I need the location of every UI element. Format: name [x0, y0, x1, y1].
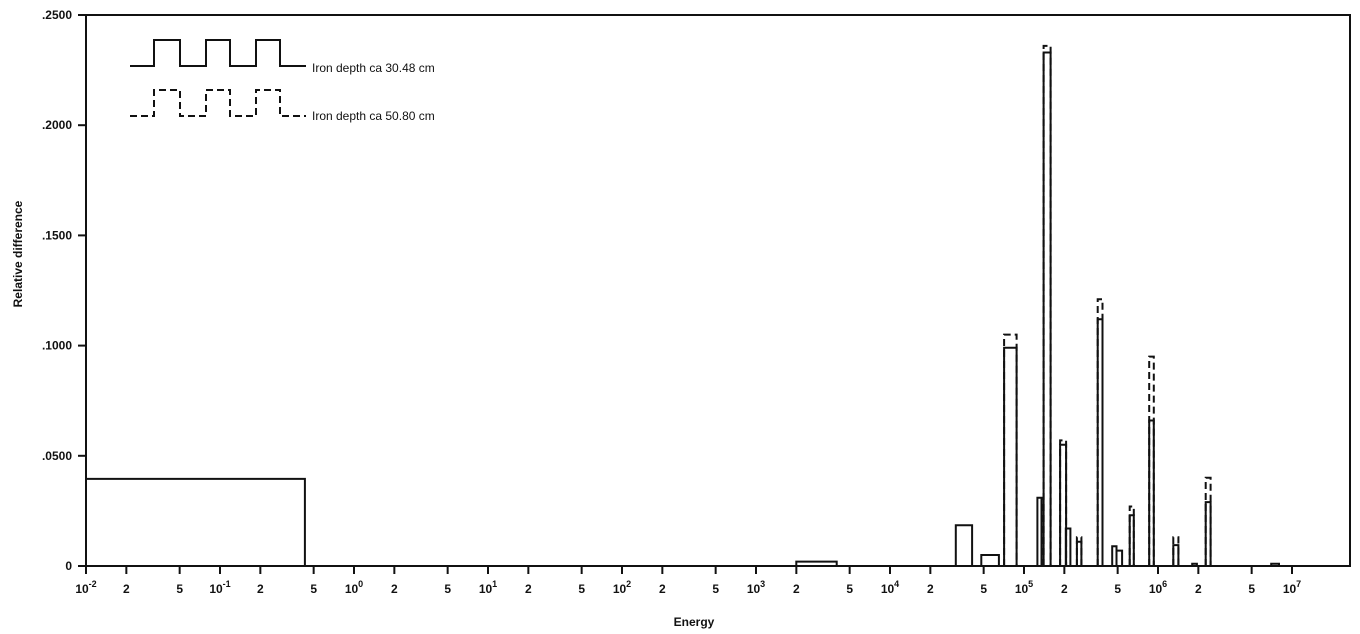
series-2-bin [1096, 298, 1104, 566]
series-2-bin [1042, 44, 1052, 566]
x-tick-label: 2 [123, 582, 130, 596]
series-2-bin [1204, 476, 1212, 566]
x-tick-label: 2 [257, 582, 264, 596]
series-1-bin [1191, 562, 1198, 566]
x-tick-label: 5 [176, 582, 183, 596]
series-1-bin [954, 524, 974, 566]
x-tick-label: 103 [747, 579, 765, 596]
x-tick-label: 100 [345, 579, 363, 596]
legend-label-series-2: Iron depth ca 50.80 cm [312, 109, 435, 123]
legend-dashed-swatch [130, 89, 306, 117]
series-1 [85, 51, 1280, 566]
series-2-bin [1003, 333, 1018, 566]
x-tick-label: 5 [310, 582, 317, 596]
x-tick-label: 2 [525, 582, 532, 596]
y-tick-label: .2500 [42, 8, 72, 22]
series-2-bin [1075, 536, 1083, 566]
series-layer [85, 44, 1280, 566]
x-axis-ticks: 10-2 2 5 10-1 2 5 100 2 5 101 2 5 102 2 5 103 2 5 104 2 5 105… [75, 566, 1301, 596]
series-2 [1003, 44, 1212, 566]
x-tick-label: 2 [793, 582, 800, 596]
series-1-bin [1115, 549, 1124, 566]
x-tick-label: 2 [659, 582, 666, 596]
y-tick-label: 0 [65, 559, 72, 573]
y-tick-label: .1500 [42, 228, 72, 242]
x-tick-label: 10-1 [209, 579, 230, 596]
x-tick-label: 5 [578, 582, 585, 596]
legend-solid-swatch [130, 39, 306, 67]
x-axis-title: Energy [674, 615, 715, 629]
x-tick-label: 105 [1015, 579, 1033, 596]
series-1-bin [980, 554, 1000, 566]
x-tick-label: 5 [1114, 582, 1121, 596]
x-tick-label: 5 [712, 582, 719, 596]
x-tick-label: 102 [613, 579, 631, 596]
x-tick-label: 2 [927, 582, 934, 596]
y-tick-label: .1000 [42, 339, 72, 353]
series-1-bin [1270, 562, 1280, 566]
plot-frame [85, 14, 1351, 567]
x-tick-label: 2 [1195, 582, 1202, 596]
x-tick-label: 5 [980, 582, 987, 596]
series-2-bin [1128, 505, 1135, 566]
x-tick-label: 104 [881, 579, 899, 596]
series-2-bin [1172, 536, 1180, 566]
x-tick-label: 5 [444, 582, 451, 596]
series-1-bin [795, 560, 838, 566]
x-tick-label: 5 [846, 582, 853, 596]
series-2-bin [1148, 355, 1155, 566]
x-tick-label: 2 [1061, 582, 1068, 596]
x-tick-label: 5 [1248, 582, 1255, 596]
y-axis-ticks: 0 .0500 .1000 .1500 .2000 .2500 [42, 8, 86, 573]
series-1-bin [1036, 496, 1043, 566]
x-tick-label: 106 [1149, 579, 1167, 596]
y-axis-title: Relative difference [11, 200, 25, 307]
series-1-bin [85, 477, 306, 566]
y-tick-label: .0500 [42, 449, 72, 463]
legend: Iron depth ca 30.48 cm Iron depth ca 50.… [130, 39, 435, 123]
legend-label-series-1: Iron depth ca 30.48 cm [312, 61, 435, 75]
x-tick-label: 107 [1283, 579, 1301, 596]
series-1-bin [1064, 527, 1072, 566]
series-1-bin [1042, 51, 1052, 566]
x-tick-label: 2 [391, 582, 398, 596]
y-tick-label: .2000 [42, 118, 72, 132]
x-tick-label: 101 [479, 579, 497, 596]
series-1-bin [1003, 346, 1018, 566]
series-1-bin [1172, 544, 1180, 566]
x-tick-label: 10-2 [75, 579, 96, 596]
